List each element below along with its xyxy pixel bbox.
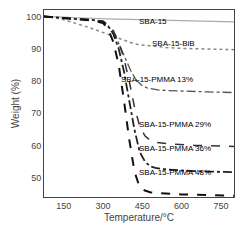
svg-text:Temperature/°C: Temperature/°C [104, 212, 174, 223]
svg-text:600: 600 [174, 201, 189, 211]
svg-text:450: 450 [135, 201, 150, 211]
svg-text:300: 300 [95, 201, 110, 211]
svg-text:80: 80 [31, 76, 41, 86]
svg-text:Weight (%): Weight (%) [10, 79, 21, 128]
svg-text:SBA-15: SBA-15 [139, 17, 167, 26]
svg-text:70: 70 [31, 108, 41, 118]
svg-text:90: 90 [31, 44, 41, 54]
svg-text:60: 60 [31, 141, 41, 151]
svg-text:SBA-15-PMMA 13%: SBA-15-PMMA 13% [121, 75, 193, 84]
svg-text:100: 100 [26, 12, 41, 22]
svg-text:SBA-15-PMMA 48%: SBA-15-PMMA 48% [139, 168, 211, 177]
svg-text:SBA-15-BiB: SBA-15-BiB [152, 39, 195, 48]
svg-text:150: 150 [56, 201, 71, 211]
svg-text:SBA-15-PMMA 36%: SBA-15-PMMA 36% [139, 144, 211, 153]
svg-text:SBA-15-PMMA 29%: SBA-15-PMMA 29% [139, 120, 211, 129]
svg-text:50: 50 [31, 173, 41, 183]
svg-text:750: 750 [213, 201, 228, 211]
